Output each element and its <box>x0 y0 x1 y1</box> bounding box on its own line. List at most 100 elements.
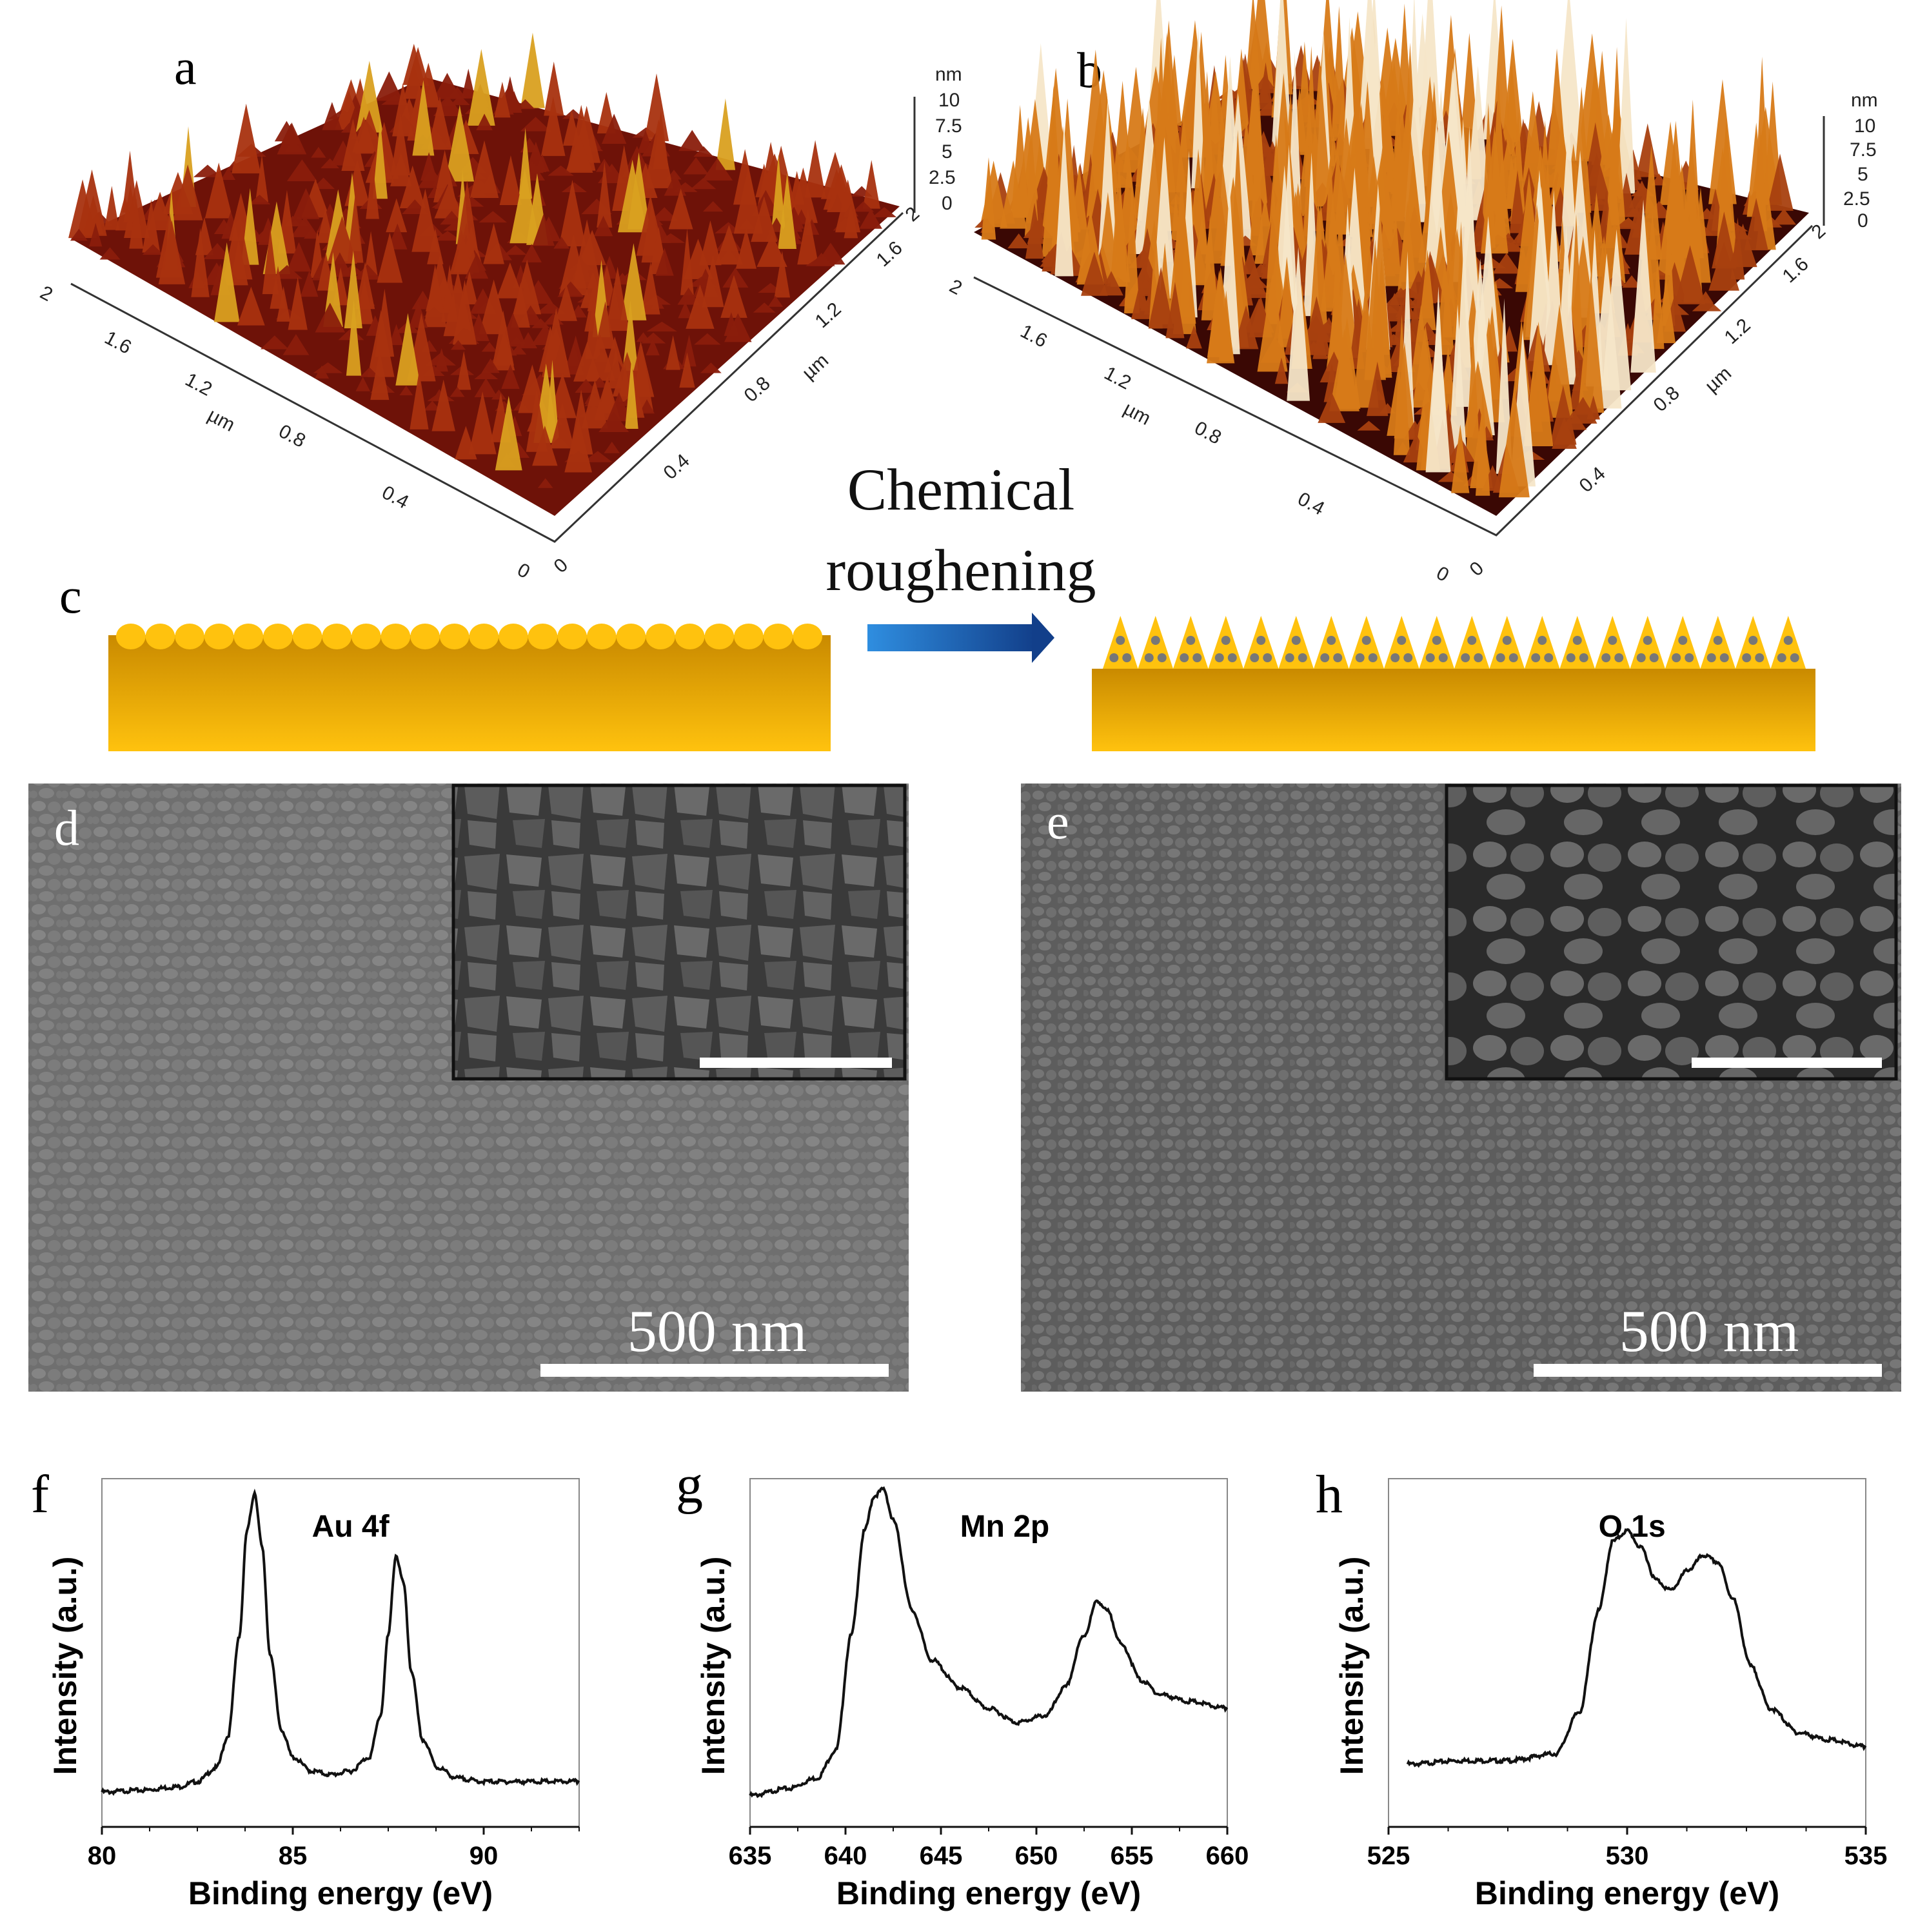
afm-a-peak <box>129 198 144 249</box>
afm-b-peak <box>1475 389 1490 496</box>
afm-a-peak <box>481 358 500 373</box>
afm-a-peak <box>359 367 379 377</box>
afm-a-peak <box>656 233 686 243</box>
afm-a-peak <box>559 179 586 247</box>
oxide-dot <box>1748 636 1758 645</box>
afm-b-peak <box>1622 275 1641 288</box>
afm-a-peak <box>844 204 858 239</box>
afm-a-right-tick: 0.4 <box>660 450 694 484</box>
afm-a-peak <box>835 179 861 233</box>
afm-b-peak <box>1730 217 1745 280</box>
afm-a-peak <box>221 167 235 180</box>
afm-a-peak <box>99 247 121 260</box>
afm-a-peak <box>597 161 613 228</box>
afm-a-base-axes <box>70 212 904 543</box>
afm-a-peak <box>399 385 413 396</box>
smooth-bump <box>263 624 293 649</box>
afm-a-peak <box>158 220 186 284</box>
oxide-dot <box>1614 653 1624 662</box>
afm-b-peak <box>1550 385 1577 445</box>
xps-au4f-chart: 80 85 90 Au 4f Binding energy (eV) Intensity … <box>47 1478 580 1911</box>
afm-a-right-tick: 0 <box>550 555 572 578</box>
afm-b-peak <box>1318 391 1346 423</box>
afm-b-peak <box>1523 321 1554 446</box>
afm-a-peak <box>702 201 724 212</box>
afm-a-peak <box>70 228 88 241</box>
afm-a-peak <box>260 335 289 350</box>
smooth-bump <box>381 624 411 649</box>
afm-a-peak <box>440 210 464 225</box>
oxide-dot <box>1572 636 1582 645</box>
afm-b-peak <box>1617 18 1636 194</box>
afm-a-peak <box>583 451 613 462</box>
afm-a-peak <box>797 208 819 265</box>
afm-b-z-tick: 2.5 <box>1843 188 1870 210</box>
smooth-bump <box>292 624 322 649</box>
afm-b-peak <box>1230 130 1246 275</box>
afm-a-peak <box>314 365 330 379</box>
panel-label-d: d <box>54 800 79 856</box>
panel-f-chart: f 80 85 90 Au 4f Binding energy (eV) Intensit… <box>31 1464 580 1911</box>
afm-a-peak <box>751 196 778 242</box>
afm-b-peak <box>1185 325 1202 349</box>
afm-a-surface <box>68 32 900 516</box>
afm-a-peak <box>622 300 638 371</box>
afm-b-base-axes <box>973 224 1814 537</box>
afm-a-peak <box>468 391 497 455</box>
afm-a-peak <box>694 333 721 345</box>
oxide-dot <box>1755 653 1765 662</box>
oxide-dot <box>1368 653 1378 662</box>
afm-a-peak <box>650 207 678 221</box>
afm-a-peak <box>311 146 326 158</box>
afm-a-peak <box>639 399 655 414</box>
sem-d-scalebar <box>540 1364 889 1377</box>
afm-a-left-tick: 1.6 <box>101 327 135 359</box>
afm-b-right-unit: µm <box>1701 362 1736 397</box>
afm-a-peak <box>355 377 370 391</box>
afm-a-peak <box>693 146 714 157</box>
afm-b-peak <box>1744 197 1768 251</box>
oxide-dot <box>1214 653 1224 662</box>
afm-b-peak <box>1042 251 1056 272</box>
afm-a-peak <box>686 284 715 329</box>
afm-a-peak <box>544 61 564 116</box>
afm-a-peak <box>377 232 403 283</box>
panel-d-sem: d 500 nm <box>28 784 909 1392</box>
panel-c-schematic: c <box>59 567 1815 751</box>
xps-mn2p-chart: 635 640 645 650 655 660 Mn 2p Binding energy (e… <box>695 1478 1249 1911</box>
afm-b-peak <box>1651 252 1665 350</box>
smooth-bump <box>557 624 587 649</box>
afm-b-peak <box>1112 81 1132 188</box>
oxide-dot <box>1151 636 1160 645</box>
afm-a-right-tick: 2 <box>902 203 924 226</box>
oxide-dot <box>1250 653 1260 662</box>
oxide-dot <box>1719 653 1729 662</box>
afm-a-peak <box>532 425 558 466</box>
smooth-bump <box>410 624 440 649</box>
substrate-rough <box>1092 669 1815 751</box>
afm-b-peak <box>1207 266 1235 364</box>
afm-b-peak <box>1630 199 1656 373</box>
afm-b-peak <box>1498 386 1530 498</box>
afm-b-left-unit: µm <box>1120 398 1154 429</box>
afm-a-peak <box>756 233 787 267</box>
afm-a-peak <box>724 313 752 342</box>
panel-b-afm: b nm 10 7.5 5 2.5 0 2 1.6 1.2 0.8 0.4 0 … <box>946 0 1878 586</box>
afm-a-peak <box>497 262 524 299</box>
afm-a-peak <box>617 159 648 233</box>
oxide-dot <box>1706 653 1716 662</box>
oxide-dot <box>1713 636 1723 645</box>
afm-b-peak <box>1081 251 1108 296</box>
afm-a-peak <box>804 140 826 198</box>
x-tick-label: 530 <box>1606 1842 1649 1870</box>
afm-a-peak <box>346 299 362 376</box>
afm-b-peak <box>1097 99 1118 274</box>
afm-b-peak <box>1577 273 1605 413</box>
afm-a-peak <box>433 231 462 241</box>
y-axis-label: Intensity (a.u.) <box>695 1557 731 1775</box>
afm-a-peak <box>540 96 566 156</box>
afm-a-peak <box>474 369 499 379</box>
oxide-dot <box>1144 653 1154 662</box>
afm-b-peak <box>1425 305 1451 473</box>
afm-a-peak <box>679 352 695 388</box>
